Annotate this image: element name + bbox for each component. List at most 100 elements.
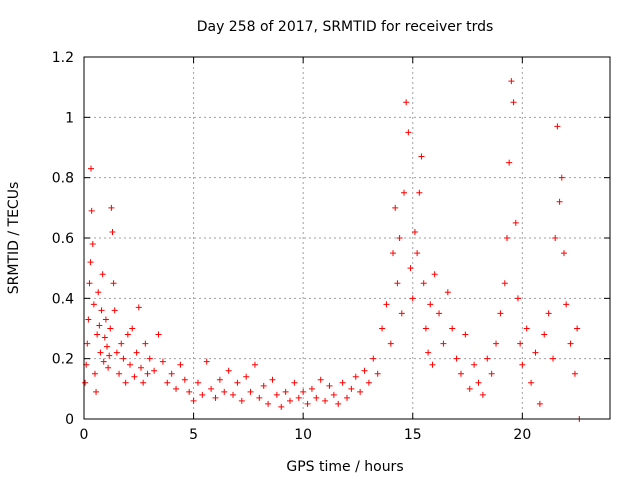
axis-ticks: 0 5 10 15 20 0 0.2 0.4 0.6 0.8 1 1.2 [52, 50, 610, 443]
data-point [225, 367, 232, 374]
data-point [427, 301, 434, 308]
data-point [278, 403, 285, 410]
data-point [409, 295, 416, 302]
data-point [488, 370, 495, 377]
y-tick-label: 1.2 [52, 50, 74, 66]
data-point [97, 349, 104, 356]
data-point [370, 355, 377, 362]
data-point [173, 385, 180, 392]
chart-title: Day 258 of 2017, SRMTID for receiver trd… [197, 19, 494, 35]
data-point [508, 78, 515, 85]
data-point [506, 159, 513, 166]
data-point [269, 376, 276, 383]
data-point [541, 331, 548, 338]
data-point [84, 340, 91, 347]
data-point [545, 310, 552, 317]
data-point [567, 340, 574, 347]
data-point [431, 271, 438, 278]
data-point [265, 400, 272, 407]
data-point [111, 307, 118, 314]
data-point [512, 219, 519, 226]
data-point [357, 388, 364, 395]
y-axis-label: SRMTID / TECUs [6, 182, 22, 295]
data-point [352, 373, 359, 380]
data-point [146, 355, 153, 362]
data-point [116, 370, 123, 377]
data-point [94, 331, 101, 338]
data-point [457, 370, 464, 377]
data-point [87, 259, 94, 266]
data-point [100, 358, 107, 365]
data-point [118, 340, 125, 347]
data-point [151, 367, 158, 374]
data-point [394, 280, 401, 287]
data-point [440, 340, 447, 347]
data-point [556, 198, 563, 205]
data-point [453, 355, 460, 362]
data-point [501, 280, 508, 287]
data-point [348, 385, 355, 392]
data-point [429, 361, 436, 368]
data-point [390, 250, 397, 257]
data-point [93, 388, 100, 395]
data-point [558, 174, 565, 181]
data-point [563, 301, 570, 308]
data-point [411, 228, 418, 235]
data-point [247, 388, 254, 395]
data-point [101, 334, 108, 341]
data-point [335, 400, 342, 407]
data-point [194, 379, 201, 386]
data-point [287, 397, 294, 404]
data-point [493, 340, 500, 347]
data-point [88, 207, 95, 214]
data-point [374, 370, 381, 377]
data-point [420, 280, 427, 287]
data-point [361, 367, 368, 374]
data-point [95, 289, 102, 296]
data-point [344, 394, 350, 401]
data-point [523, 325, 530, 332]
data-point [144, 370, 151, 377]
data-point [291, 379, 298, 386]
data-point [273, 391, 280, 398]
data-point [571, 370, 578, 377]
data-point [365, 379, 372, 386]
y-tick-label: 0.2 [52, 352, 74, 368]
data-point [91, 370, 98, 377]
data-point [560, 250, 567, 257]
data-points [82, 78, 583, 422]
data-point [164, 379, 171, 386]
data-point [85, 316, 92, 323]
data-point [82, 379, 89, 386]
data-point [133, 349, 140, 356]
data-point [86, 280, 93, 287]
data-point [514, 295, 521, 302]
data-point [552, 235, 559, 241]
data-point [383, 301, 390, 308]
data-point [414, 250, 421, 257]
data-point [108, 204, 115, 211]
data-point [503, 235, 510, 241]
data-point [212, 394, 219, 401]
data-point [102, 316, 109, 323]
data-point [330, 391, 337, 398]
data-point [471, 361, 478, 368]
data-point [308, 385, 315, 392]
data-point [88, 165, 95, 172]
data-point [528, 379, 535, 386]
data-point [326, 382, 333, 389]
y-tick-label: 0.6 [52, 231, 74, 247]
data-point [422, 325, 429, 332]
data-point [416, 189, 423, 196]
data-point [436, 310, 443, 317]
data-point [392, 204, 399, 211]
data-point [484, 355, 491, 362]
data-point [238, 397, 245, 404]
data-point [190, 397, 197, 404]
data-point [135, 304, 142, 311]
data-point [300, 388, 307, 395]
data-point [405, 129, 412, 136]
data-point [96, 322, 103, 329]
data-point [403, 99, 410, 106]
data-point [208, 385, 215, 392]
